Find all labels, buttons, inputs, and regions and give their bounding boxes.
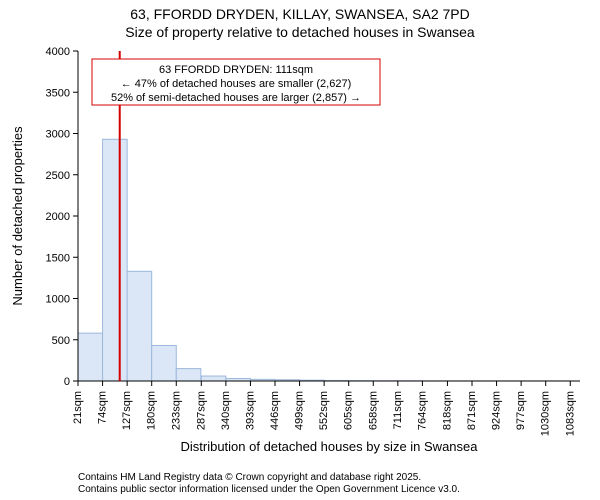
x-tick-label: 552sqm [318,391,330,430]
histogram-bar [176,369,201,381]
y-tick-label: 2000 [46,211,70,223]
x-tick-label: 924sqm [491,391,503,430]
x-tick-label: 605sqm [343,391,355,430]
x-tick-label: 21sqm [72,391,84,424]
y-tick-label: 4000 [46,46,70,58]
y-tick-label: 3500 [46,87,70,99]
x-axis-label: Distribution of detached houses by size … [180,439,478,454]
histogram-bar [127,271,152,381]
chart-container: 63, FFORDD DRYDEN, KILLAY, SWANSEA, SA2 … [0,0,600,500]
x-tick-label: 871sqm [466,391,478,430]
y-tick-label: 500 [52,335,70,347]
y-tick-label: 1000 [46,294,70,306]
x-tick-label: 127sqm [121,391,133,430]
y-axis-label: Number of detached properties [10,126,25,306]
x-tick-label: 764sqm [416,391,428,430]
histogram-bar [152,346,177,381]
footer-line-1: Contains HM Land Registry data © Crown c… [78,472,460,484]
y-tick-label: 2500 [46,170,70,182]
chart-address-title: 63, FFORDD DRYDEN, KILLAY, SWANSEA, SA2 … [0,0,600,24]
y-tick-label: 0 [64,376,70,388]
callout-line-1: 63 FFORDD DRYDEN: 111sqm [159,64,313,76]
x-tick-label: 446sqm [269,391,281,430]
footer-line-2: Contains public sector information licen… [78,484,460,496]
x-tick-label: 818sqm [441,391,453,430]
histogram-bar [78,333,103,381]
x-tick-label: 180sqm [146,391,158,430]
x-tick-label: 233sqm [170,391,182,430]
x-tick-label: 1083sqm [564,391,576,436]
y-tick-label: 1500 [46,252,70,264]
callout-line-3: 52% of semi-detached houses are larger (… [111,92,361,104]
chart-subtitle: Size of property relative to detached ho… [0,24,600,42]
footer-attribution: Contains HM Land Registry data © Crown c… [78,472,460,496]
histogram-svg: 0 500 1000 1500 2000 2500 3000 3500 4000 21sqm 74s… [0,41,600,471]
y-tick-label: 3000 [46,129,70,141]
x-tick-label: 499sqm [294,391,306,430]
x-tick-label: 74sqm [97,391,109,424]
x-tick-label: 340sqm [220,391,232,430]
histogram-bar [201,376,226,381]
x-tick-label: 711sqm [392,391,404,429]
x-tick-label: 658sqm [367,391,379,430]
callout-line-2: ← 47% of detached houses are smaller (2,… [121,78,352,90]
x-tick-label: 287sqm [195,391,207,430]
histogram-bar [103,139,128,381]
x-tick-label: 1030sqm [540,391,552,436]
x-tick-label: 393sqm [244,391,256,430]
x-tick-label: 977sqm [515,391,527,430]
